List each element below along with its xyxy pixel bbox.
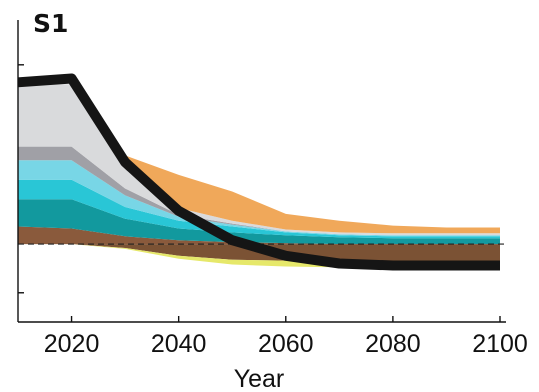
x-tick-label-2060: 2060 (258, 330, 314, 358)
positive-area-6 (18, 84, 500, 236)
positive-area-7 (18, 84, 500, 234)
x-axis-title: Year (234, 365, 285, 392)
chart-title: S1 (33, 9, 68, 38)
positive-area-5 (18, 146, 500, 236)
x-tick-label-2100: 2100 (472, 330, 528, 358)
positive-area-3 (18, 179, 500, 239)
positive-area-4 (18, 160, 500, 237)
x-ticks: 2020 2040 2060 2080 2100 (44, 316, 528, 358)
x-tick-label-2040: 2040 (151, 330, 207, 358)
net-total-line (17, 73, 500, 271)
x-tick-label-2080: 2080 (365, 330, 421, 358)
axes (17, 20, 506, 323)
y-ticks (18, 64, 24, 294)
positive-area-1 (18, 226, 500, 245)
positive-area-2 (18, 199, 500, 245)
x-tick-label-2020: 2020 (44, 330, 100, 358)
